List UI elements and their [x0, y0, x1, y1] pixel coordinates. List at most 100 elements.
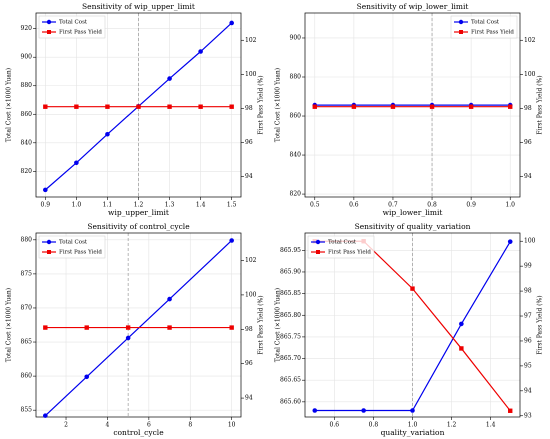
- point: [74, 160, 79, 166]
- y-tick-label: 820: [290, 191, 302, 198]
- y2-axis-label: First Pass Yield (%): [537, 75, 544, 134]
- legend-marker: [458, 19, 464, 25]
- y-tick-label: 900: [21, 54, 33, 61]
- y-axis-label: Total Cost (×1000 Yuan): [275, 68, 282, 142]
- y2-tick-label: 94: [245, 173, 253, 180]
- y-tick-label: 860: [21, 373, 33, 380]
- y2-tick-label: 93: [524, 412, 532, 419]
- point: [105, 131, 110, 137]
- y-tick-label: 865.60: [280, 398, 301, 405]
- chart-title: Sensitivity of quality_variation: [355, 222, 471, 231]
- y-tick-label: 865.75: [280, 333, 301, 340]
- y2-axis-label: First Pass Yield (%): [258, 295, 265, 354]
- x-tick-label: 0.9: [41, 202, 51, 209]
- chart-title: Sensitivity of wip_lower_limit: [357, 2, 469, 11]
- point: [508, 104, 513, 109]
- y2-tick-label: 94: [524, 387, 532, 394]
- y2-tick-label: 99: [524, 263, 532, 270]
- x-tick-label: 0.8: [369, 422, 379, 429]
- y-tick-label: 860: [290, 113, 302, 120]
- y2-tick-label: 98: [524, 105, 532, 112]
- point: [198, 49, 203, 54]
- y-tick-label: 880: [21, 236, 33, 243]
- y-tick-label: 860: [21, 111, 33, 118]
- y2-axis-label: First Pass Yield (%): [258, 75, 265, 134]
- point: [229, 238, 234, 243]
- point: [229, 20, 234, 26]
- x-axis-label: wip_lower_limit: [383, 208, 443, 217]
- point: [105, 104, 110, 109]
- y2-tick-label: 102: [524, 37, 536, 44]
- point: [167, 325, 172, 330]
- point: [508, 408, 513, 413]
- y-tick-label: 865.90: [280, 268, 301, 275]
- point: [410, 286, 415, 291]
- y-axis-label: Total Cost (×1000 Yuan): [6, 288, 13, 362]
- point: [167, 104, 172, 109]
- y-tick-label: 880: [290, 74, 302, 81]
- y2-tick-label: 100: [524, 71, 536, 78]
- x-tick-label: 0.7: [388, 202, 398, 209]
- plot-frame: [35, 232, 242, 418]
- x-tick-label: 6: [147, 422, 151, 429]
- point: [43, 187, 48, 193]
- x-tick-label: 1.5: [227, 202, 237, 209]
- point: [84, 325, 89, 330]
- y2-tick-label: 96: [245, 139, 253, 146]
- y-tick-label: 870: [21, 304, 33, 311]
- point: [459, 321, 464, 327]
- x-tick-label: 1.0: [72, 202, 82, 209]
- y2-tick-label: 96: [524, 337, 532, 344]
- y-tick-label: 900: [290, 34, 302, 41]
- point: [125, 335, 131, 341]
- x-axis-label: quality_variation: [381, 428, 445, 437]
- legend-label: First Pass Yield: [471, 30, 514, 36]
- y-tick-label: 920: [21, 25, 33, 32]
- legend-marker: [46, 19, 52, 25]
- y-tick-label: 865: [21, 339, 33, 346]
- chart-title: Sensitivity of wip_upper_limit: [82, 2, 195, 11]
- legend-marker: [47, 250, 51, 254]
- x-tick-label: 1.2: [447, 422, 457, 429]
- point: [459, 346, 464, 351]
- legend-label: First Pass Yield: [59, 250, 102, 256]
- x-tick-label: 10: [228, 422, 236, 429]
- x-axis-label: wip_upper_limit: [108, 208, 169, 217]
- y-tick-label: 865.85: [280, 290, 301, 297]
- x-tick-label: 1.3: [165, 202, 175, 209]
- y2-tick-label: 98: [524, 288, 532, 295]
- point: [312, 408, 318, 413]
- x-tick-label: 0.6: [330, 422, 340, 429]
- subplot: 0.5 0.6 0.7 0.8 0.9 1.0 820 840 860 880 900 94 96 98 1…: [275, 2, 544, 217]
- legend-marker: [47, 30, 51, 34]
- y2-tick-label: 98: [245, 105, 253, 112]
- point: [136, 104, 141, 109]
- legend-label: Total Cost: [328, 240, 357, 246]
- legend-marker: [46, 239, 52, 245]
- legend-label: First Pass Yield: [328, 250, 371, 256]
- y-tick-label: 820: [21, 168, 33, 175]
- x-tick-label: 1.0: [408, 422, 418, 429]
- point: [229, 325, 234, 330]
- legend-label: Total Cost: [59, 20, 88, 26]
- y2-tick-label: 100: [245, 71, 257, 78]
- x-axis-label: control_cycle: [113, 428, 164, 437]
- point: [229, 104, 234, 109]
- legend-label: Total Cost: [59, 240, 88, 246]
- point: [468, 104, 474, 109]
- point: [74, 104, 79, 109]
- y-tick-label: 880: [21, 82, 33, 89]
- x-tick-label: 8: [188, 422, 192, 429]
- legend-marker: [316, 250, 320, 254]
- y2-tick-label: 98: [245, 326, 253, 333]
- point: [361, 408, 366, 413]
- point: [429, 104, 435, 109]
- x-tick-label: 2: [64, 422, 68, 429]
- point: [198, 104, 203, 109]
- y2-tick-label: 94: [245, 395, 253, 402]
- legend-label: First Pass Yield: [59, 30, 102, 36]
- legend-marker: [315, 239, 321, 245]
- plot-frame: [35, 12, 242, 198]
- x-tick-label: 0.6: [349, 202, 359, 209]
- y2-tick-label: 102: [245, 37, 257, 44]
